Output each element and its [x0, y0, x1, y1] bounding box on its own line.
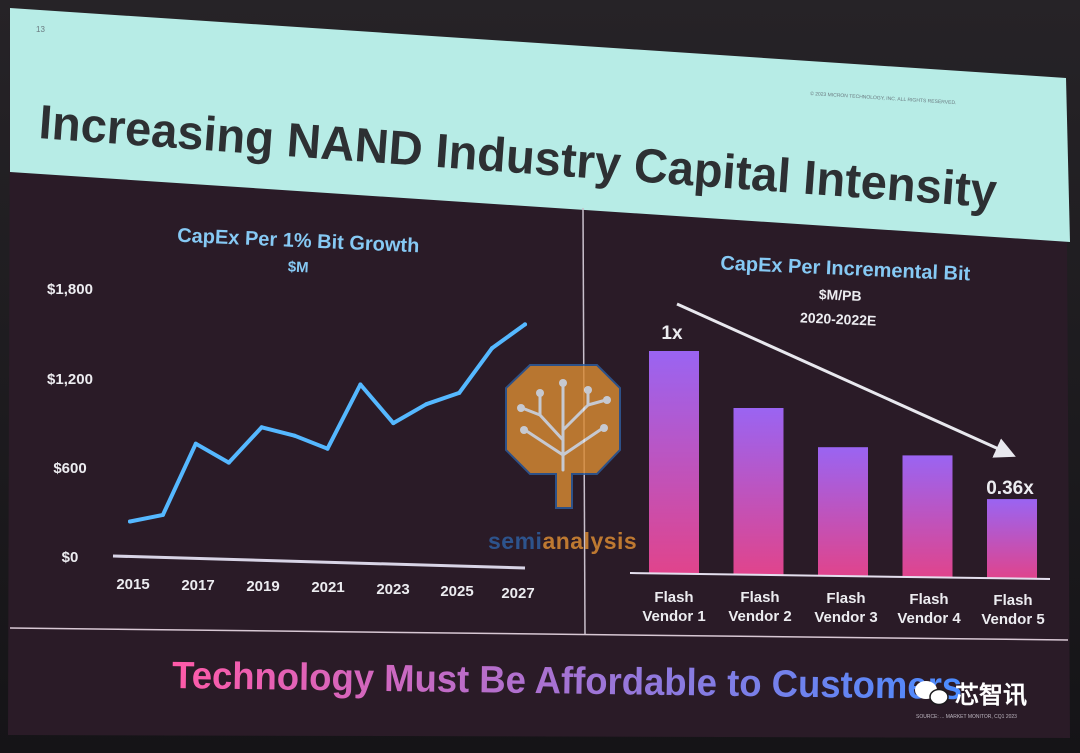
- y-tick-label: $1,200: [47, 371, 93, 388]
- watermark-semi: semi: [488, 528, 543, 554]
- x-tick-label: 2025: [440, 583, 473, 600]
- line-data-point: [128, 519, 132, 524]
- bar-series: [649, 351, 1037, 579]
- y-tick-label: $600: [53, 460, 86, 477]
- bar-category-label-line2: Vendor 2: [728, 608, 791, 625]
- semianalysis-logo: [505, 364, 621, 509]
- line-data-point: [457, 390, 462, 395]
- bar-flash-vendor-2: [733, 408, 784, 575]
- downward-trend-arrow: [676, 302, 1016, 458]
- x-tick-label: 2027: [501, 585, 534, 602]
- bar-flash-vendor-5: [987, 499, 1037, 579]
- line-data-points: [128, 322, 527, 524]
- bar-chart-baseline: [629, 572, 1051, 580]
- page-number: 13: [36, 25, 45, 34]
- semianalysis-watermark-text: semianalysis: [488, 528, 637, 555]
- line-data-point: [424, 402, 429, 407]
- y-tick-label: $1,800: [47, 281, 93, 298]
- bar-category-label-line1: Flash: [826, 590, 865, 607]
- watermark-analysis: analysis: [542, 528, 638, 554]
- bar-chart-period: 2020-2022E: [800, 309, 877, 328]
- x-tick-label: 2017: [181, 577, 214, 594]
- line-data-point: [292, 433, 297, 438]
- line-data-point: [358, 382, 363, 387]
- line-data-point: [160, 512, 165, 517]
- line-data-point: [523, 322, 527, 327]
- circuit-tree-icon: [520, 383, 608, 472]
- line-chart-subtitle: $M: [287, 259, 309, 277]
- x-tick-label: 2015: [116, 576, 149, 593]
- line-data-point: [391, 421, 396, 426]
- wechat-icon: [915, 681, 949, 706]
- bar-category-label-line1: Flash: [993, 592, 1032, 609]
- bar-category-label-line2: Vendor 3: [814, 609, 877, 626]
- bar-category-label-line1: Flash: [909, 591, 948, 608]
- bar-flash-vendor-4: [902, 455, 953, 578]
- y-tick-label: $0: [62, 549, 79, 566]
- line-data-point: [226, 460, 231, 465]
- bar-category-label-line2: Vendor 1: [642, 608, 705, 625]
- title-band: [10, 8, 1070, 242]
- line-data-point: [193, 441, 198, 446]
- line-chart-x-axis: [112, 554, 526, 570]
- source-brand-watermark: 芯智讯: [955, 682, 1027, 709]
- bar-category-label-line2: Vendor 5: [981, 611, 1044, 628]
- bar-annotation-036x: 0.36x: [986, 478, 1034, 499]
- line-data-point: [490, 346, 495, 351]
- circuit-nodes: [517, 379, 611, 434]
- source-note: SOURCE: ... MARKET MONITOR, CQ1 2023: [916, 714, 1017, 720]
- bar-category-label-line2: Vendor 4: [897, 610, 961, 627]
- x-tick-label: 2021: [311, 579, 344, 596]
- bar-category-label-line1: Flash: [740, 589, 779, 606]
- x-tick-label: 2023: [376, 581, 409, 598]
- bar-chart-subtitle: $M/PB: [818, 286, 861, 304]
- bar-flash-vendor-3: [818, 447, 868, 576]
- x-tick-label: 2019: [246, 578, 279, 595]
- bar-annotation-1x: 1x: [661, 323, 683, 344]
- footer-divider: [9, 627, 1069, 641]
- line-data-point: [325, 446, 330, 451]
- bar-flash-vendor-1: [649, 351, 699, 573]
- bar-category-label-line1: Flash: [654, 589, 693, 606]
- line-data-point: [259, 425, 264, 430]
